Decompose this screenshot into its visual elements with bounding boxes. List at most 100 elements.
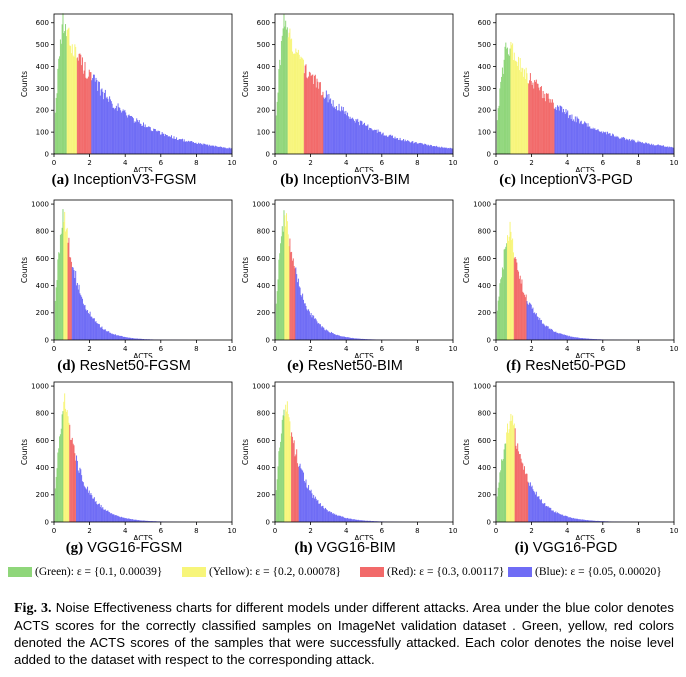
histogram-bar bbox=[356, 519, 358, 522]
histogram-bar bbox=[635, 142, 637, 154]
histogram-bar bbox=[605, 131, 607, 154]
x-tick-label: 2 bbox=[87, 345, 91, 353]
histogram-bar bbox=[102, 91, 104, 154]
histogram-bar bbox=[107, 510, 109, 522]
histogram-bar bbox=[573, 517, 575, 522]
histogram-bar bbox=[290, 436, 292, 522]
histogram-bar bbox=[317, 499, 319, 522]
histogram-bar bbox=[101, 326, 103, 340]
histogram-bar bbox=[89, 494, 91, 522]
histogram-bar bbox=[87, 310, 89, 340]
histogram-bar bbox=[221, 147, 223, 154]
histogram-bar bbox=[572, 337, 574, 340]
histogram-bar bbox=[383, 135, 385, 154]
histogram-bar bbox=[93, 318, 95, 340]
histogram-bar bbox=[557, 105, 559, 154]
histogram-bar bbox=[88, 314, 90, 340]
histogram-bar bbox=[78, 53, 80, 154]
histogram-bar bbox=[598, 130, 600, 154]
x-axis-label: ACTS bbox=[354, 166, 374, 172]
x-tick-label: 2 bbox=[308, 345, 312, 353]
histogram-bar bbox=[594, 339, 596, 340]
histogram-bar bbox=[579, 121, 581, 154]
histogram-bar bbox=[588, 338, 590, 340]
histogram-bar bbox=[551, 329, 553, 340]
y-tick-label: 1000 bbox=[473, 200, 491, 208]
y-tick-label: 200 bbox=[478, 309, 491, 317]
x-tick-label: 4 bbox=[565, 527, 570, 535]
y-tick-label: 800 bbox=[36, 410, 49, 418]
histogram-bar bbox=[358, 121, 360, 154]
histogram-bar bbox=[330, 103, 332, 154]
histogram-bar bbox=[281, 419, 283, 522]
histogram-bar bbox=[524, 297, 526, 340]
histogram-bar bbox=[289, 238, 291, 340]
histogram-bar bbox=[640, 141, 642, 154]
histogram-bar bbox=[496, 496, 498, 522]
histogram-bar bbox=[540, 499, 542, 522]
histogram-bar bbox=[364, 339, 365, 340]
y-tick-label: 100 bbox=[478, 129, 491, 137]
histogram-bar bbox=[170, 137, 172, 154]
histogram-bar bbox=[302, 470, 304, 522]
histogram-bar bbox=[507, 54, 509, 155]
y-tick-label: 600 bbox=[36, 437, 49, 445]
figure-caption: Fig. 3. Noise Effectiveness charts for d… bbox=[14, 599, 674, 668]
histogram-bar bbox=[200, 144, 202, 154]
y-tick-label: 200 bbox=[36, 107, 49, 115]
histogram-bar bbox=[324, 98, 326, 154]
histogram-bar bbox=[397, 138, 399, 154]
histogram-bar bbox=[573, 119, 575, 154]
histogram-bar bbox=[584, 121, 586, 154]
histogram-bar bbox=[575, 122, 577, 154]
histogram-bar bbox=[70, 439, 72, 522]
histogram-bar bbox=[437, 147, 439, 154]
histogram-bar bbox=[336, 335, 338, 340]
histogram-bar bbox=[205, 144, 207, 154]
histogram-bar bbox=[628, 140, 630, 154]
histogram-bar bbox=[584, 519, 586, 522]
histogram-bar bbox=[126, 518, 128, 522]
histogram-bar bbox=[86, 489, 88, 522]
histogram-bar bbox=[419, 142, 421, 154]
histogram-bar bbox=[98, 503, 100, 522]
x-tick-label: 4 bbox=[565, 345, 570, 353]
histogram-bar bbox=[557, 512, 559, 522]
histogram-bar bbox=[81, 475, 83, 522]
histogram-bar bbox=[359, 338, 361, 340]
histogram-bar bbox=[571, 517, 573, 522]
histogram-bar bbox=[283, 14, 285, 154]
histogram-bar bbox=[603, 132, 605, 154]
y-axis-label: Counts bbox=[241, 439, 250, 465]
histogram-bar bbox=[74, 44, 76, 154]
histogram-bar bbox=[582, 124, 584, 154]
histogram-bar bbox=[302, 59, 304, 154]
histogram-bar bbox=[363, 123, 365, 154]
histogram-bar bbox=[72, 443, 74, 522]
histogram-bar bbox=[327, 330, 329, 340]
histogram-bar bbox=[165, 134, 167, 154]
histogram-bar bbox=[151, 131, 153, 154]
histogram-bar bbox=[548, 98, 550, 154]
y-axis-label: Counts bbox=[20, 257, 29, 283]
histogram-bar bbox=[146, 339, 148, 340]
histogram-bar bbox=[645, 142, 647, 154]
histogram-bar bbox=[90, 72, 92, 154]
histogram-bar bbox=[541, 323, 543, 340]
histogram-bar bbox=[316, 500, 318, 522]
histogram-bar bbox=[339, 515, 341, 522]
histogram-bar bbox=[576, 116, 578, 154]
histogram-bar bbox=[92, 74, 94, 154]
histogram-bar bbox=[312, 74, 314, 154]
histogram-bar bbox=[364, 520, 365, 522]
histogram-bar bbox=[109, 96, 111, 154]
histogram-bar bbox=[586, 338, 588, 340]
histogram-bar bbox=[607, 133, 609, 154]
histogram-bar bbox=[287, 414, 289, 522]
histogram-bar bbox=[198, 142, 200, 154]
y-tick-label: 800 bbox=[478, 410, 491, 418]
histogram-bar bbox=[281, 35, 283, 155]
histogram-bar bbox=[181, 139, 183, 154]
histogram-bar bbox=[348, 337, 350, 340]
histogram-bar bbox=[504, 443, 506, 522]
